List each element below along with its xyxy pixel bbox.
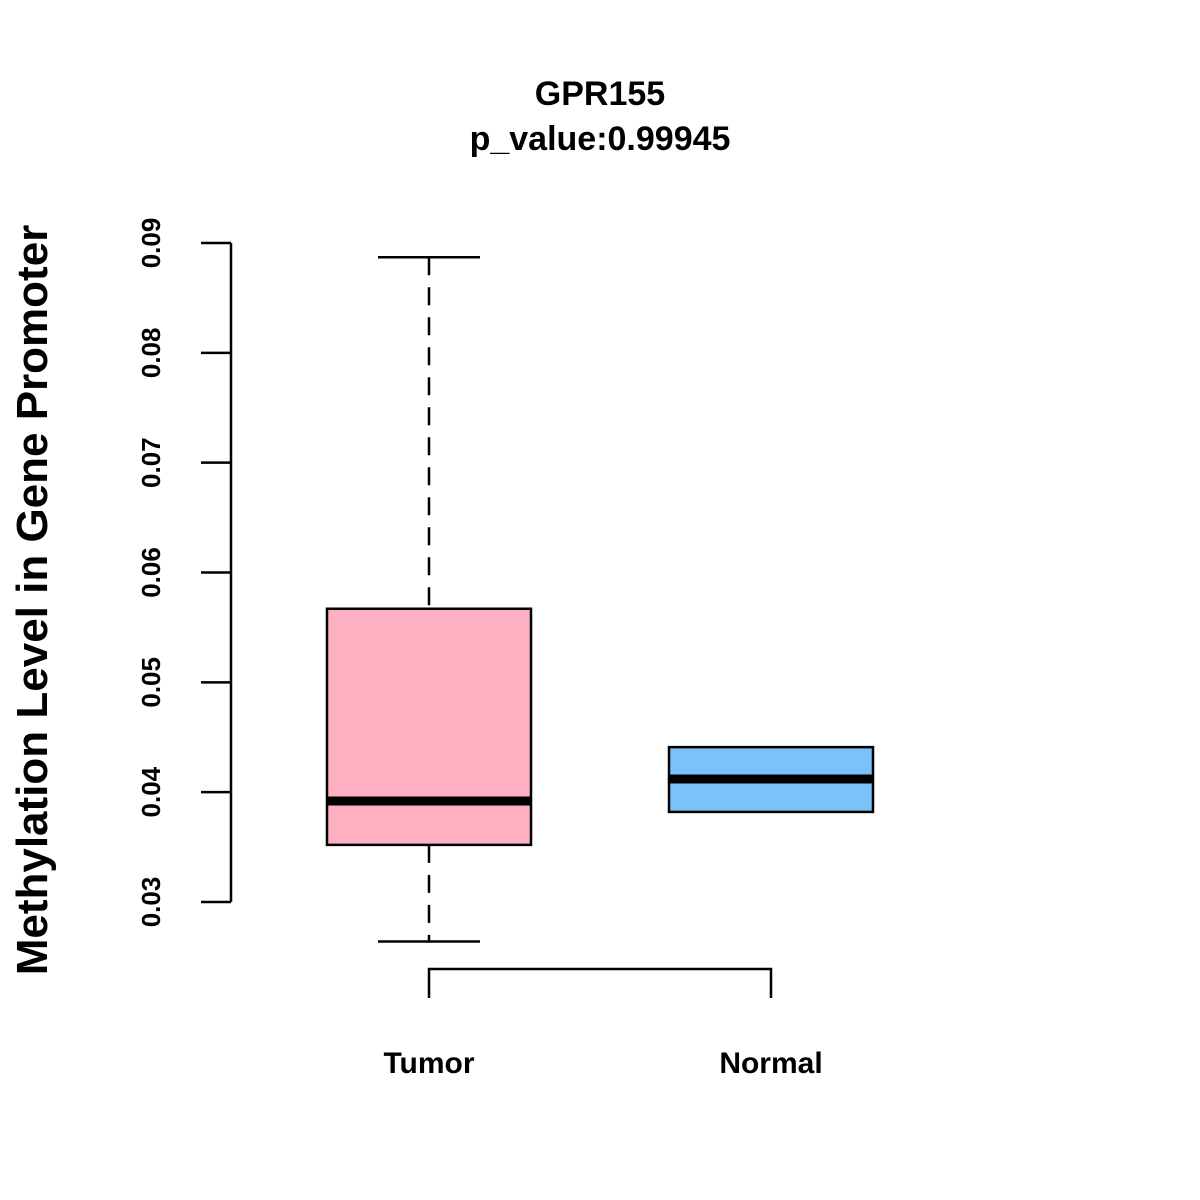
- y-tick-label-0.05: 0.05: [136, 657, 166, 708]
- y-tick-label-0.03: 0.03: [136, 877, 166, 928]
- chart-subtitle-p-value: p_value:0.99945: [470, 120, 731, 158]
- y-axis-label: Methylation Level in Gene Promoter: [8, 225, 57, 976]
- y-tick-label-0.09: 0.09: [136, 218, 166, 269]
- y-tick-label-0.04: 0.04: [136, 766, 166, 817]
- comparison-bracket: [427, 967, 773, 998]
- y-tick-label-0.07: 0.07: [136, 437, 166, 488]
- y-axis: 0.03 0.04 0.05 0.06 0.07 0.08 0.09: [136, 218, 233, 928]
- chart-title: GPR155: [535, 75, 665, 113]
- x-label-normal: Normal: [719, 1047, 822, 1080]
- x-axis-labels: Tumor Normal: [383, 1047, 822, 1080]
- x-label-tumor: Tumor: [383, 1047, 474, 1080]
- y-tick-label-0.08: 0.08: [136, 328, 166, 379]
- comparison-bracket-line: [427, 967, 773, 998]
- box-plots: [325, 256, 875, 943]
- iqr-box-tumor: [325, 607, 533, 847]
- y-tick-label-0.06: 0.06: [136, 547, 166, 598]
- box-normal: [667, 745, 875, 814]
- box-tumor: [325, 256, 533, 943]
